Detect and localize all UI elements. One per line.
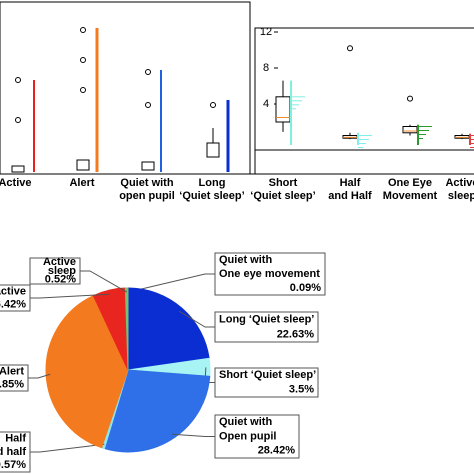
label-box xyxy=(214,252,326,296)
left-panel xyxy=(0,1,251,175)
outlier xyxy=(80,87,86,93)
slice-label: Active xyxy=(43,256,76,268)
outlier xyxy=(407,95,413,102)
pie-slice xyxy=(127,287,210,371)
box xyxy=(275,96,291,123)
x-tick-label: Alert xyxy=(69,177,94,189)
outlier xyxy=(15,77,21,83)
slice-value-label: 0.52% xyxy=(45,274,76,286)
label-box xyxy=(0,284,31,312)
box xyxy=(206,142,220,158)
slice-value-label: 0.09% xyxy=(290,282,321,294)
x-tick-label: ‘Quiet sleep’ xyxy=(179,190,244,202)
label-box xyxy=(214,414,300,459)
slice-label: Quiet with xyxy=(219,416,272,428)
panel-frame xyxy=(0,1,251,175)
outlier xyxy=(80,57,86,63)
slice-value-label: 0.57% xyxy=(0,459,26,471)
outlier xyxy=(145,102,151,108)
leader-line xyxy=(172,433,215,437)
x-tick-label: open pupil xyxy=(119,190,175,202)
x-tick-label: Movement xyxy=(383,190,438,202)
leader-line xyxy=(178,310,215,328)
leader-line xyxy=(30,443,105,453)
slice-label: Half xyxy=(5,433,26,445)
box xyxy=(76,159,90,171)
slice-label: Long ‘Quiet sleep’ xyxy=(219,313,314,325)
x-tick-label: Active xyxy=(445,177,474,189)
x-tick-label: and Half xyxy=(328,190,372,202)
slice-value-label: 6.42% xyxy=(0,298,26,310)
label-box xyxy=(0,431,31,473)
x-tick-label: Short xyxy=(269,177,298,189)
inset-frame xyxy=(254,27,474,151)
slice-label: Inactive xyxy=(0,285,26,297)
box xyxy=(141,161,155,171)
slice-value-label: 22.63% xyxy=(277,328,315,340)
slice-label: Quiet with xyxy=(219,254,272,266)
label-box xyxy=(29,257,81,285)
outlier xyxy=(347,45,353,52)
x-tick-label: ‘Quiet sleep’ xyxy=(250,190,315,202)
slice-value-label: 3.5% xyxy=(289,384,314,396)
box xyxy=(11,165,25,173)
outlier xyxy=(80,27,86,33)
slice-label: Short ‘Quiet sleep’ xyxy=(219,369,316,381)
x-tick-label: Long xyxy=(199,177,226,189)
pie-slice xyxy=(103,369,211,453)
outlier xyxy=(15,117,21,123)
leader-line xyxy=(128,273,215,293)
label-box xyxy=(214,367,319,398)
slice-label: One eye movement xyxy=(219,268,320,280)
y-tick-label: 12 xyxy=(260,26,272,38)
slice-value-label: 37.85% xyxy=(0,378,24,390)
pie-slice xyxy=(124,287,129,371)
label-box xyxy=(214,311,319,343)
slice-label: Open pupil xyxy=(219,430,276,442)
outlier xyxy=(145,69,151,75)
leader-line xyxy=(28,373,51,379)
x-tick-label: One Eye xyxy=(388,177,432,189)
label-box xyxy=(0,364,29,392)
box xyxy=(402,126,418,134)
slice-label: Alert xyxy=(0,365,24,377)
leader-line xyxy=(30,293,110,299)
pie-slice xyxy=(45,295,129,449)
leader-line xyxy=(80,270,127,293)
x-tick-label: Quiet with xyxy=(120,177,173,189)
slice-label: sleep xyxy=(48,265,76,277)
slice-value-label: 28.42% xyxy=(258,445,296,457)
y-tick-label: 8 xyxy=(263,62,269,74)
outlier xyxy=(210,102,216,108)
x-tick-label: Active xyxy=(0,177,32,189)
x-tick-label: Half xyxy=(340,177,361,189)
slice-label: and half xyxy=(0,446,26,458)
y-tick-label: 4 xyxy=(263,98,269,110)
x-tick-label: sleep xyxy=(448,190,474,202)
